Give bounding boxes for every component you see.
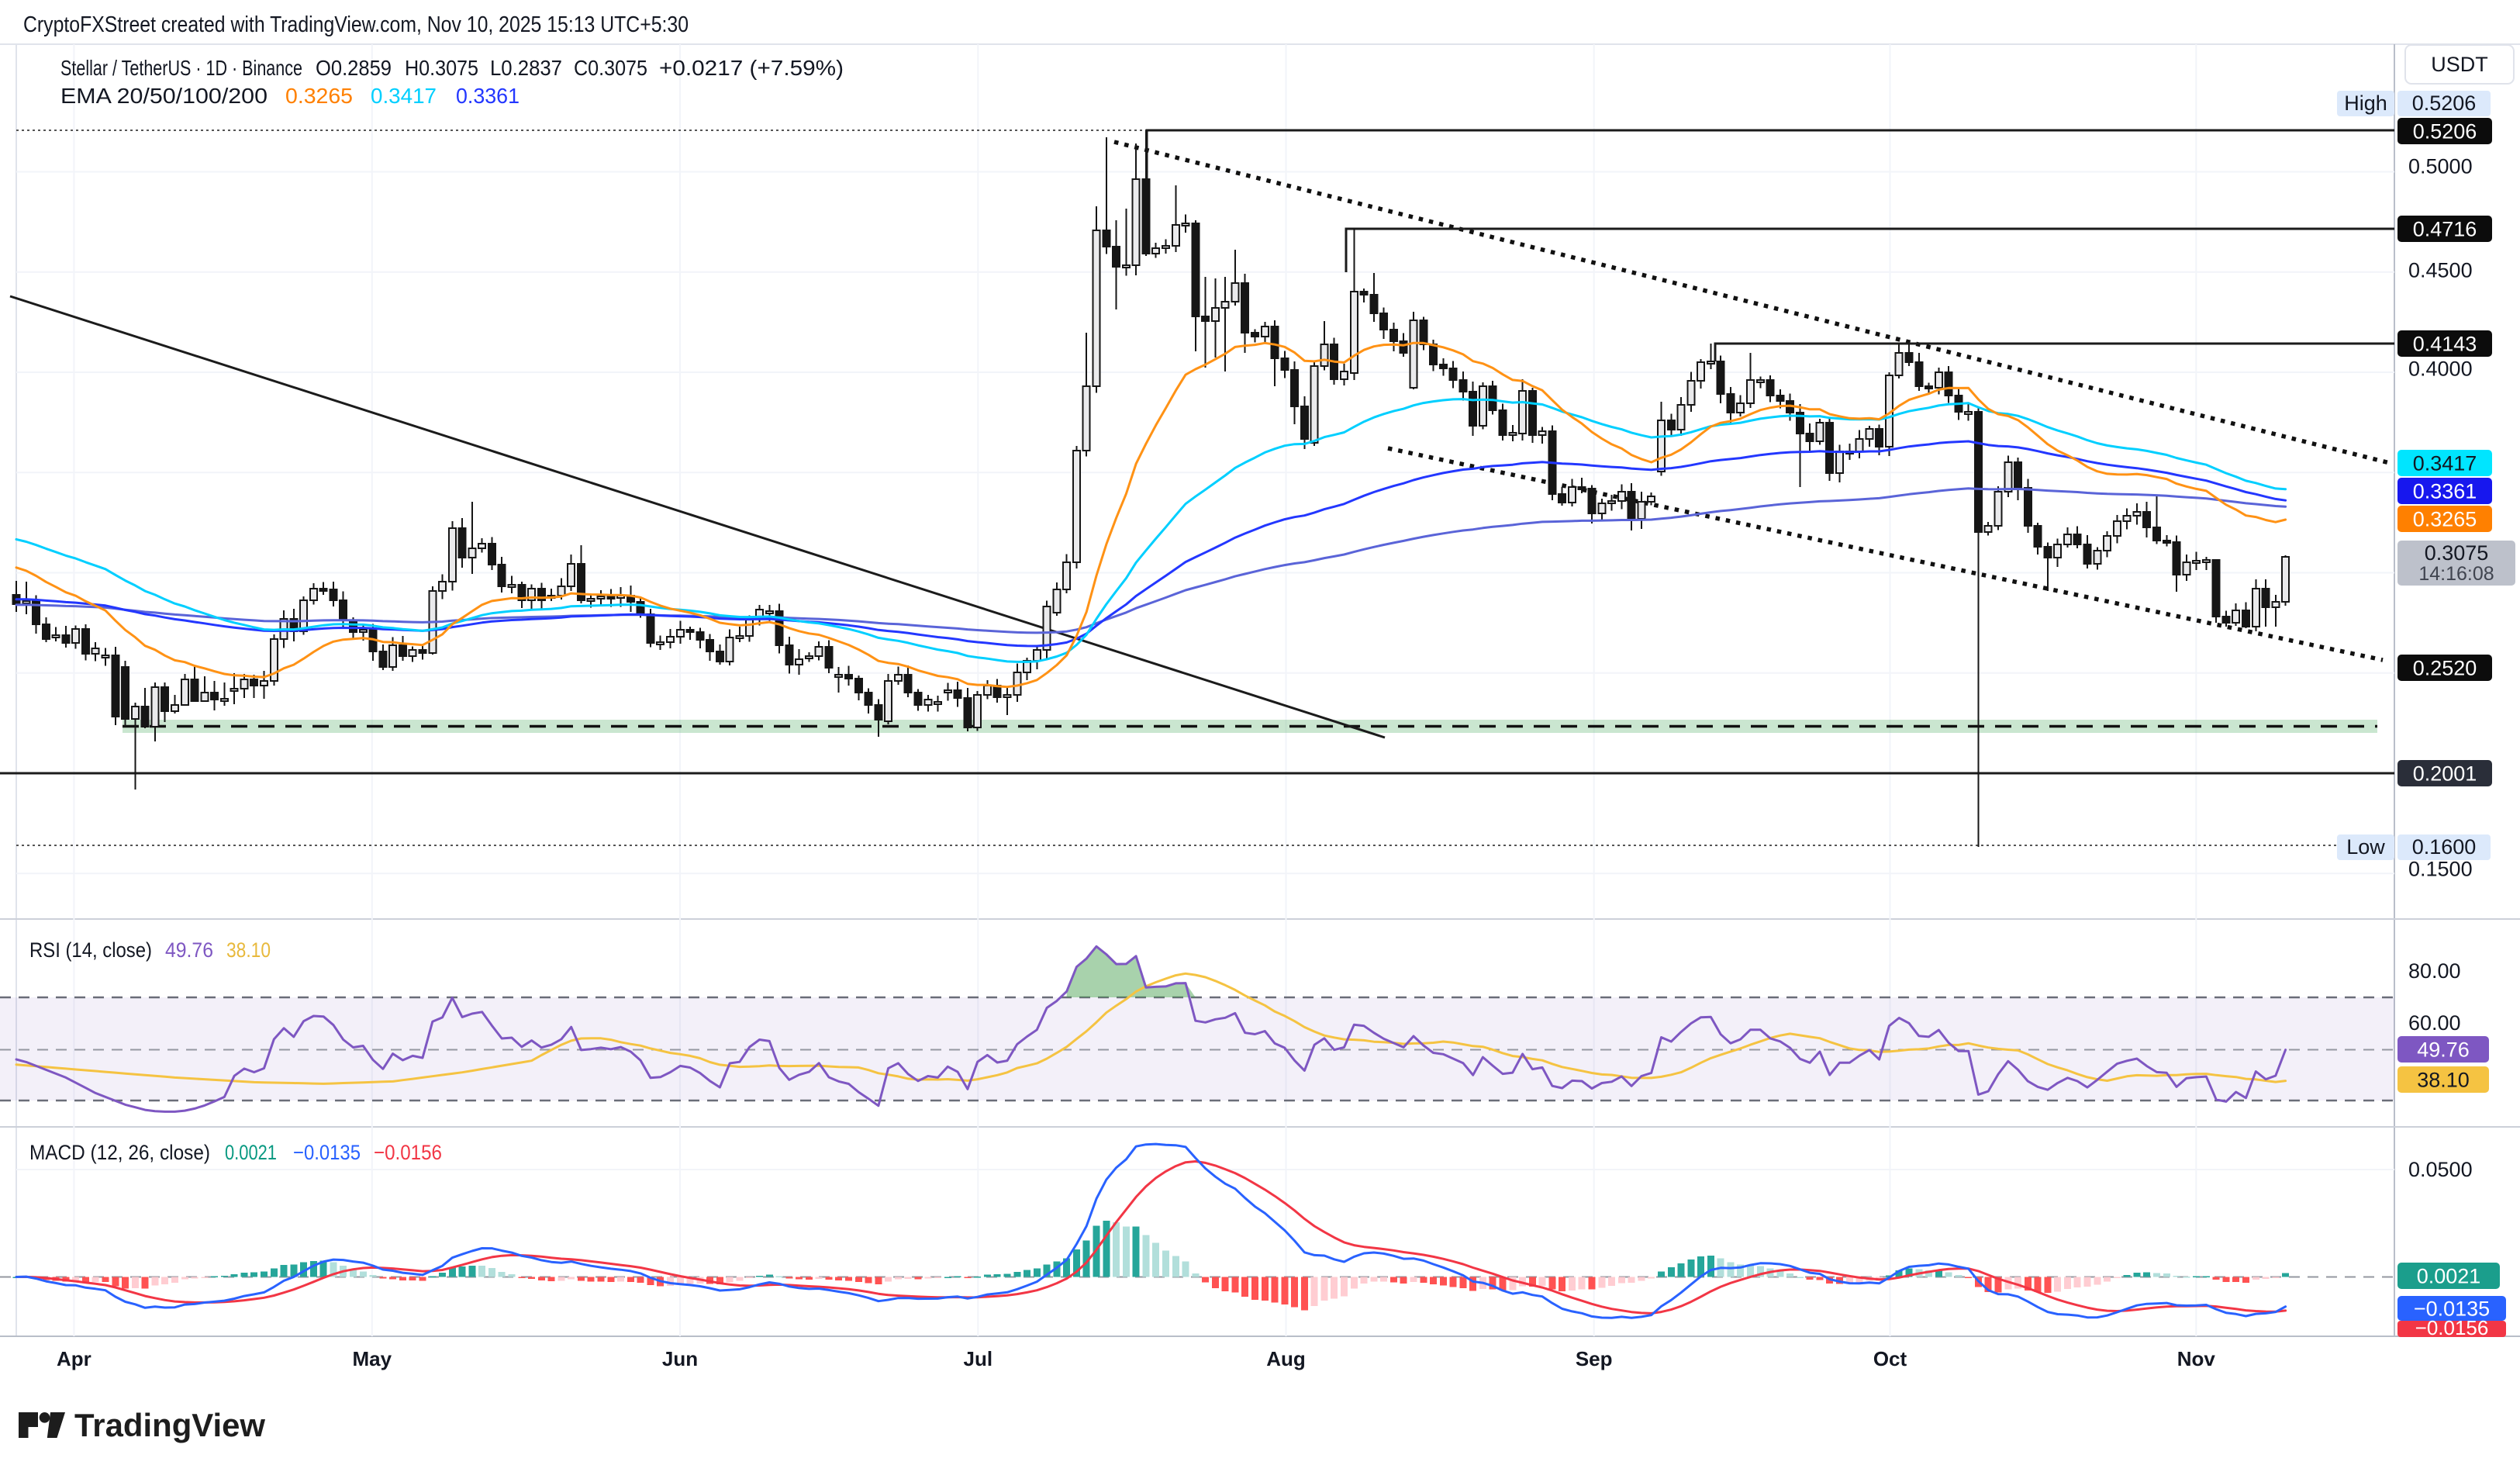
svg-text:80.00: 80.00 [2408, 959, 2461, 983]
svg-text:Jul: Jul [964, 1347, 993, 1370]
svg-text:Aug: Aug [1266, 1347, 1306, 1370]
svg-text:High: High [2344, 92, 2387, 115]
svg-text:0.3361: 0.3361 [456, 84, 520, 108]
svg-text:0.3265: 0.3265 [2413, 508, 2477, 531]
svg-text:38.10: 38.10 [2417, 1069, 2470, 1092]
svg-text:Low: Low [2346, 835, 2385, 859]
svg-text:0.0021: 0.0021 [2417, 1265, 2481, 1288]
svg-text:0.3417: 0.3417 [2413, 452, 2477, 475]
svg-text:0.2520: 0.2520 [2413, 657, 2477, 680]
svg-text:USDT: USDT [2431, 53, 2488, 76]
svg-text:Nov: Nov [2177, 1347, 2216, 1370]
svg-text:0.5206: 0.5206 [2413, 120, 2477, 143]
svg-text:RSI (14, close): RSI (14, close) [29, 938, 152, 962]
svg-text:EMA 20/50/100/200: EMA 20/50/100/200 [60, 84, 268, 108]
svg-text:0.3417: 0.3417 [371, 84, 437, 108]
svg-text:C0.3075: C0.3075 [574, 56, 647, 80]
svg-text:+0.0217 (+7.59%): +0.0217 (+7.59%) [659, 56, 844, 80]
svg-text:−0.0135: −0.0135 [293, 1141, 361, 1164]
svg-text:L0.2837: L0.2837 [490, 56, 562, 80]
svg-text:0.4000: 0.4000 [2408, 358, 2473, 381]
svg-text:−0.0135: −0.0135 [2414, 1298, 2490, 1321]
svg-text:Oct: Oct [1873, 1347, 1907, 1370]
svg-text:May: May [353, 1347, 392, 1370]
svg-text:14:16:08: 14:16:08 [2418, 563, 2494, 585]
svg-text:Stellar / TetherUS · 1D · Bina: Stellar / TetherUS · 1D · Binance [60, 56, 302, 80]
svg-text:0.5206: 0.5206 [2412, 92, 2477, 115]
svg-text:Sep: Sep [1576, 1347, 1613, 1370]
svg-text:0.3265: 0.3265 [285, 84, 353, 108]
svg-text:60.00: 60.00 [2408, 1011, 2461, 1035]
svg-text:0.4143: 0.4143 [2413, 333, 2477, 356]
svg-text:−0.0156: −0.0156 [2415, 1316, 2489, 1339]
svg-text:0.3075: 0.3075 [2425, 541, 2489, 565]
svg-text:CryptoFXStreet created with Tr: CryptoFXStreet created with TradingView.… [23, 12, 689, 37]
svg-text:O0.2859: O0.2859 [316, 56, 392, 80]
svg-text:0.4500: 0.4500 [2408, 259, 2473, 282]
svg-text:0.4716: 0.4716 [2413, 218, 2477, 241]
svg-text:0.0500: 0.0500 [2408, 1158, 2473, 1181]
svg-text:MACD (12, 26, close): MACD (12, 26, close) [29, 1141, 210, 1164]
svg-text:0.3361: 0.3361 [2413, 480, 2477, 503]
svg-text:TradingView: TradingView [74, 1407, 265, 1443]
svg-text:49.76: 49.76 [165, 938, 213, 962]
svg-text:0.1500: 0.1500 [2408, 858, 2473, 881]
svg-text:H0.3075: H0.3075 [405, 56, 478, 80]
svg-text:0.1600: 0.1600 [2412, 835, 2477, 859]
svg-text:0.5000: 0.5000 [2408, 155, 2473, 178]
svg-text:0.2001: 0.2001 [2413, 762, 2477, 786]
svg-text:49.76: 49.76 [2417, 1038, 2470, 1062]
svg-text:−0.0156: −0.0156 [374, 1141, 442, 1164]
svg-text:0.0021: 0.0021 [225, 1141, 277, 1164]
svg-text:38.10: 38.10 [226, 938, 271, 962]
svg-text:Apr: Apr [57, 1347, 91, 1370]
svg-text:Jun: Jun [662, 1347, 698, 1370]
